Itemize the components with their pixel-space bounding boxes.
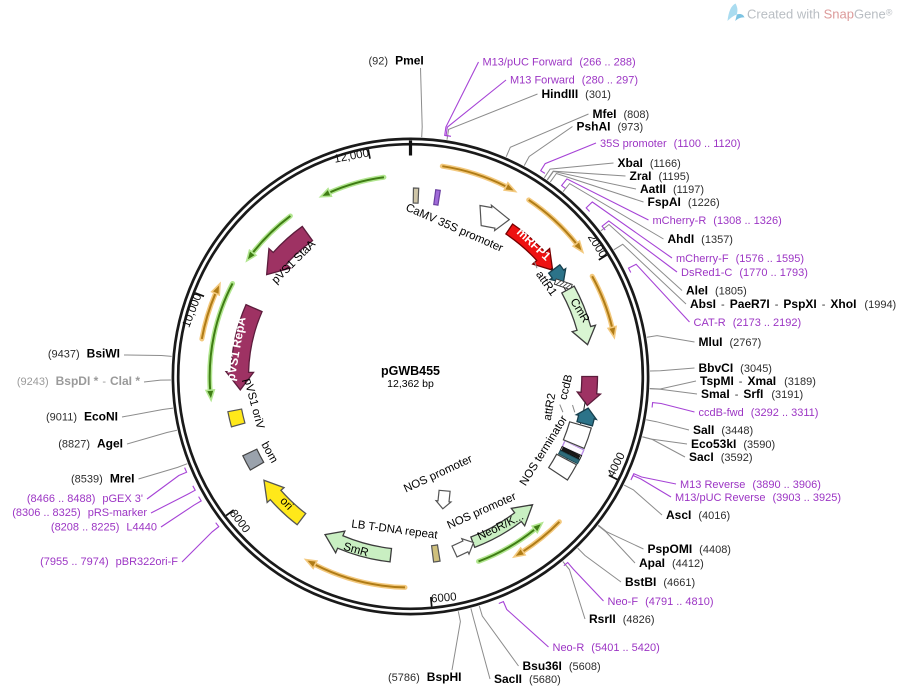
svg-text:(92)PmeI: (92) PmeI: [369, 54, 424, 68]
svg-text:(9243)BspDI *-ClaI *: (9243) BspDI * - ClaI *: [17, 374, 140, 388]
svg-text:pGWB455: pGWB455: [381, 364, 440, 378]
svg-text:Created with SnapGene®: Created with SnapGene®: [747, 7, 893, 22]
svg-text:(8466 .. 8488)pGEX 3': (8466 .. 8488) pGEX 3': [27, 493, 143, 505]
svg-text:(9437)BsiWI: (9437) BsiWI: [48, 347, 120, 361]
svg-text:BbvCI(3045): BbvCI (3045): [699, 361, 772, 375]
svg-text:AatII(1197): AatII (1197): [640, 182, 704, 196]
svg-text:mCherry-R(1308 .. 1326): mCherry-R (1308 .. 1326): [653, 215, 782, 227]
svg-text:AbsI-PaeR7I-PspXI-XhoI(1994): AbsI - PaeR7I - PspXI - XhoI (1994): [690, 297, 896, 311]
svg-text:AhdI(1357): AhdI (1357): [668, 232, 733, 246]
svg-text:Neo-F(4791 .. 4810): Neo-F (4791 .. 4810): [608, 596, 714, 608]
svg-text:(7955 .. 7974)pBR322ori-F: (7955 .. 7974) pBR322ori-F: [40, 556, 178, 568]
svg-text:Bsu36I(5608): Bsu36I (5608): [523, 659, 601, 673]
svg-text:6000: 6000: [431, 591, 458, 605]
svg-text:PshAI(973): PshAI (973): [577, 120, 644, 134]
svg-text:XbaI(1166): XbaI (1166): [618, 156, 681, 170]
svg-text:(5786)BspHI: (5786) BspHI: [388, 670, 461, 684]
svg-text:M13/pUC Forward(266 .. 288): M13/pUC Forward (266 .. 288): [483, 57, 636, 69]
svg-text:TspMI-XmaI(3189): TspMI - XmaI (3189): [700, 374, 816, 388]
svg-text:AscI(4016): AscI (4016): [666, 508, 730, 522]
svg-text:attR2: attR2: [542, 392, 559, 421]
svg-text:M13/pUC Reverse(3903 .. 3925): M13/pUC Reverse (3903 .. 3925): [675, 492, 841, 504]
svg-text:ccdB-fwd(3292 .. 3311): ccdB-fwd (3292 .. 3311): [699, 407, 819, 419]
svg-text:SalI(3448): SalI (3448): [693, 423, 753, 437]
svg-text:MfeI(808): MfeI (808): [593, 107, 650, 121]
svg-text:BstBI(4661): BstBI (4661): [625, 575, 695, 589]
svg-text:AleI(1805): AleI (1805): [686, 284, 747, 298]
svg-text:mCherry-F(1576 .. 1595): mCherry-F (1576 .. 1595): [676, 253, 804, 265]
svg-text:(8306 .. 8325)pRS-marker: (8306 .. 8325) pRS-marker: [12, 507, 147, 519]
svg-text:Neo-R(5401 .. 5420): Neo-R (5401 .. 5420): [553, 642, 660, 654]
svg-text:Eco53kI(3590): Eco53kI (3590): [691, 437, 775, 451]
svg-text:DsRed1-C(1770 .. 1793): DsRed1-C (1770 .. 1793): [681, 267, 808, 279]
svg-text:12,362 bp: 12,362 bp: [387, 378, 434, 390]
svg-text:RsrII(4826): RsrII (4826): [589, 612, 654, 626]
svg-text:CAT-R(2173 .. 2192): CAT-R (2173 .. 2192): [694, 317, 802, 329]
svg-text:SacI(3592): SacI (3592): [689, 450, 752, 464]
svg-text:PspOMI(4408): PspOMI (4408): [648, 542, 731, 556]
svg-text:M13 Reverse(3890 .. 3906): M13 Reverse (3890 .. 3906): [680, 479, 821, 491]
svg-text:(8539)MreI: (8539) MreI: [71, 472, 134, 486]
svg-text:(8827)AgeI: (8827) AgeI: [58, 437, 123, 451]
svg-text:SmaI-SrfI(3191): SmaI - SrfI (3191): [701, 387, 803, 401]
svg-text:ApaI(4412): ApaI (4412): [639, 556, 704, 570]
svg-text:ZraI(1195): ZraI (1195): [630, 169, 690, 183]
svg-text:35S promoter(1100 .. 1120): 35S promoter (1100 .. 1120): [600, 138, 741, 150]
svg-text:M13 Forward(280 .. 297): M13 Forward (280 .. 297): [510, 75, 638, 87]
svg-text:FspAI(1226): FspAI (1226): [648, 195, 720, 209]
svg-text:HindIII(301): HindIII (301): [542, 87, 611, 101]
svg-text:SacII(5680): SacII (5680): [494, 672, 561, 686]
svg-text:(8208 .. 8225)L4440: (8208 .. 8225) L4440: [51, 522, 157, 534]
svg-text:MluI(2767): MluI (2767): [699, 335, 762, 349]
svg-text:(9011)EcoNI: (9011) EcoNI: [46, 410, 118, 424]
